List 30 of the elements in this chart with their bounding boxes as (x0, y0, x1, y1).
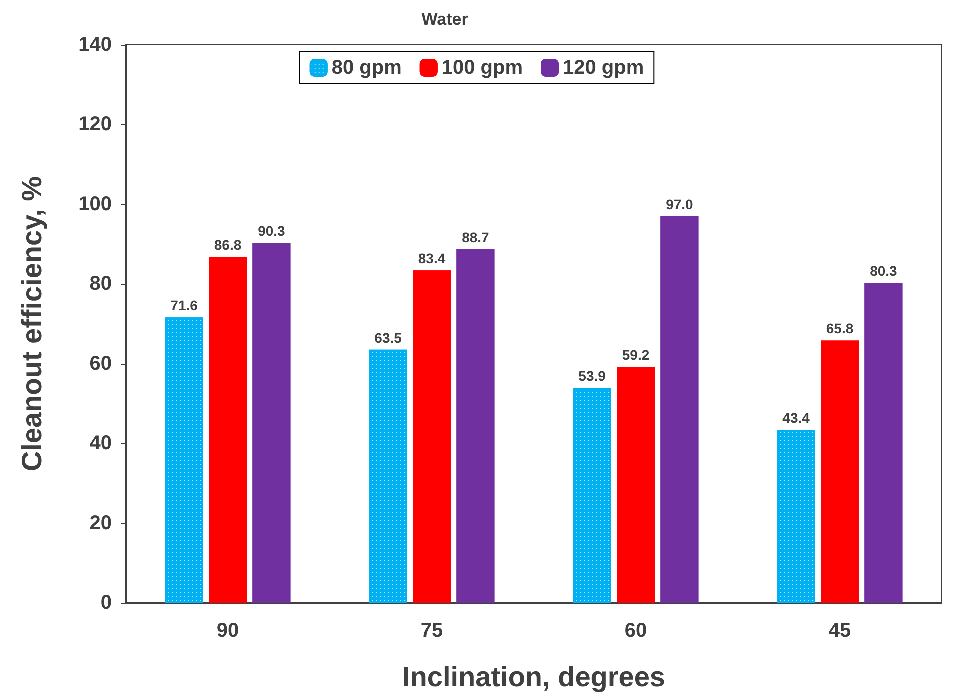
data-label: 43.4 (782, 410, 810, 426)
data-label: 90.3 (258, 223, 286, 240)
data-label: 83.4 (418, 250, 446, 267)
data-label: 88.7 (462, 229, 490, 246)
data-label: 86.8 (214, 237, 242, 254)
y-tick-label: 60 (90, 352, 112, 375)
data-label: 80.3 (870, 262, 898, 279)
y-tick-label: 100 (78, 193, 112, 216)
y-tick-label: 140 (78, 34, 112, 56)
data-label: 65.8 (826, 320, 854, 337)
data-label: 63.5 (374, 330, 402, 346)
y-tick-label: 120 (78, 114, 112, 136)
data-label: 71.6 (170, 298, 198, 314)
legend-label: 120 gpm (563, 57, 644, 79)
chart-title: Water (422, 10, 469, 29)
legend-label: 80 gpm (332, 57, 402, 79)
y-tick-label: 0 (100, 592, 112, 614)
x-tick-label: 75 (420, 620, 444, 642)
y-tick-label: 40 (90, 432, 112, 455)
x-tick-label: 90 (216, 620, 240, 642)
legend-label: 100 gpm (442, 57, 524, 79)
y-axis-title: Cleanout efficiency, % (16, 176, 48, 472)
data-label: 59.2 (622, 347, 650, 364)
y-tick-label: 80 (90, 273, 112, 296)
data-label: 53.9 (578, 368, 606, 384)
y-tick-label: 20 (90, 512, 112, 534)
x-axis-title: Inclination, degrees (402, 662, 666, 692)
x-tick-label: 45 (828, 620, 852, 642)
x-tick-label: 60 (624, 620, 648, 642)
data-label: 97.0 (666, 196, 694, 212)
